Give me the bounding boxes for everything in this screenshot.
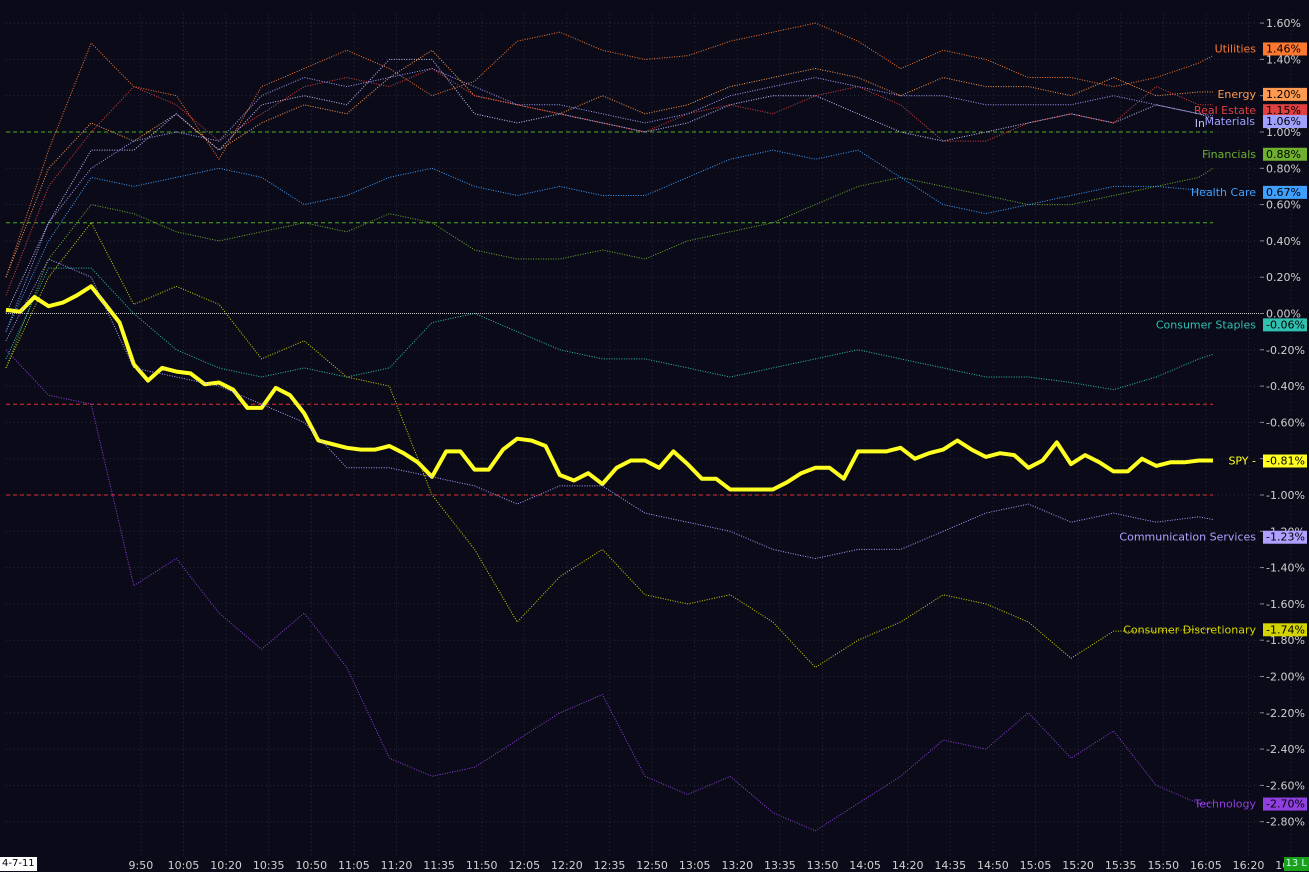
x-tick-label: 11:35 — [423, 859, 455, 872]
series-line — [5, 22, 1214, 278]
series-value-label: -1.74% — [1266, 623, 1305, 636]
x-tick-label: 16:05 — [1190, 859, 1222, 872]
x-tick-label: 15:20 — [1062, 859, 1094, 872]
series-line — [5, 267, 1214, 391]
x-axis-bar: 4-7-11 13 L — [0, 856, 1309, 872]
series-line — [5, 284, 1213, 492]
corner-label[interactable]: 13 L — [1283, 857, 1309, 871]
series-line — [5, 149, 1214, 332]
series-value-badge — [1263, 797, 1307, 811]
series-value-label: 1.06% — [1266, 115, 1301, 128]
x-tick-label: 10:20 — [210, 859, 242, 872]
y-tick-label: -2.60% — [1266, 779, 1305, 792]
x-tick-label: 14:20 — [892, 859, 924, 872]
y-tick-label: -2.00% — [1266, 670, 1305, 683]
series-name-label: In — [1195, 117, 1205, 130]
series-value-label: -1.23% — [1266, 531, 1305, 544]
series-name-label: Health Care — [1191, 186, 1256, 199]
y-tick-label: -0.20% — [1266, 344, 1305, 357]
x-tick-label: 15:50 — [1147, 859, 1179, 872]
series-name-label: Energy — [1217, 88, 1256, 101]
x-tick-label: 13:50 — [807, 859, 839, 872]
series-value-badge — [1263, 185, 1307, 199]
y-tick-label: -0.60% — [1266, 416, 1305, 429]
x-tick-label: 10:05 — [168, 859, 200, 872]
series-line — [5, 58, 1214, 314]
series-name-label: Materials — [1205, 115, 1256, 128]
series-name-label: SPY - — [1228, 455, 1256, 468]
series-value-label: 1.46% — [1266, 42, 1301, 55]
series-value-badge — [1263, 115, 1307, 129]
series-value-badge — [1263, 147, 1307, 161]
x-tick-label: 13:05 — [679, 859, 711, 872]
x-tick-label: 13:20 — [721, 859, 753, 872]
x-tick-label: 14:05 — [849, 859, 881, 872]
x-tick-label: 11:20 — [381, 859, 413, 872]
series-line — [5, 349, 1213, 832]
y-tick-label: -1.60% — [1266, 598, 1305, 611]
y-tick-label: 0.80% — [1266, 162, 1301, 175]
series-name-label: Technology — [1193, 798, 1256, 811]
series-value-label: -2.70% — [1266, 798, 1305, 811]
series-line — [5, 222, 1213, 668]
series-name-label: Consumer Discretionary — [1123, 623, 1256, 636]
x-tick-label: 11:50 — [466, 859, 498, 872]
x-tick-label: 14:35 — [934, 859, 966, 872]
series-value-badge — [1263, 318, 1307, 332]
series-name-label: Financials — [1202, 148, 1256, 161]
date-label: 4-7-11 — [0, 857, 37, 871]
series-value-badge — [1263, 104, 1307, 118]
x-tick-label: 10:35 — [253, 859, 285, 872]
series-name-label: Real Estate — [1194, 104, 1256, 117]
x-tick-label: 16:20 — [1233, 859, 1265, 872]
x-tick-label: 12:20 — [551, 859, 583, 872]
x-tick-label: 12:35 — [594, 859, 626, 872]
y-tick-label: -2.80% — [1266, 816, 1305, 829]
series-value-label: 1.20% — [1266, 88, 1301, 101]
series-value-badge — [1263, 454, 1307, 468]
x-tick-label: 11:05 — [338, 859, 370, 872]
series-value-badge — [1263, 530, 1307, 544]
y-tick-label: 0.00% — [1266, 307, 1301, 320]
y-tick-label: 1.40% — [1266, 53, 1301, 66]
series-line — [5, 68, 1213, 296]
x-tick-label: 9:50 — [129, 859, 154, 872]
series-name-label: Communication Services — [1119, 531, 1256, 544]
series-value-badge — [1263, 42, 1307, 56]
x-tick-label: 15:05 — [1020, 859, 1052, 872]
y-tick-label: 1.00% — [1266, 126, 1301, 139]
series-value-label: 0.88% — [1266, 148, 1301, 161]
x-tick-label: 12:50 — [636, 859, 668, 872]
series-value-badge — [1263, 623, 1307, 637]
y-tick-label: -2.40% — [1266, 743, 1305, 756]
series-name-label: Consumer Staples — [1156, 318, 1256, 331]
y-tick-label: -1.80% — [1266, 634, 1305, 647]
x-tick-label: 13:35 — [764, 859, 796, 872]
y-tick-label: 1.60% — [1266, 17, 1301, 30]
y-tick-label: -1.40% — [1266, 562, 1305, 575]
y-tick-label: -0.40% — [1266, 380, 1305, 393]
y-tick-label: 0.20% — [1266, 271, 1301, 284]
y-tick-label: 0.60% — [1266, 199, 1301, 212]
series-value-label: 0.67% — [1266, 186, 1301, 199]
y-tick-label: -2.20% — [1266, 707, 1305, 720]
y-tick-label: 0.40% — [1266, 235, 1301, 248]
x-tick-label: 15:35 — [1105, 859, 1137, 872]
x-tick-label: 10:50 — [295, 859, 327, 872]
y-tick-label: -1.00% — [1266, 489, 1305, 502]
series-name-label: Utilities — [1215, 42, 1257, 55]
series-value-label: -0.81% — [1266, 455, 1305, 468]
x-tick-label: 14:50 — [977, 859, 1009, 872]
x-tick-label: 12:05 — [508, 859, 540, 872]
series-value-badge — [1263, 87, 1307, 101]
series-value-label: -0.06% — [1266, 318, 1305, 331]
series-value-label: 1.15% — [1266, 104, 1301, 117]
